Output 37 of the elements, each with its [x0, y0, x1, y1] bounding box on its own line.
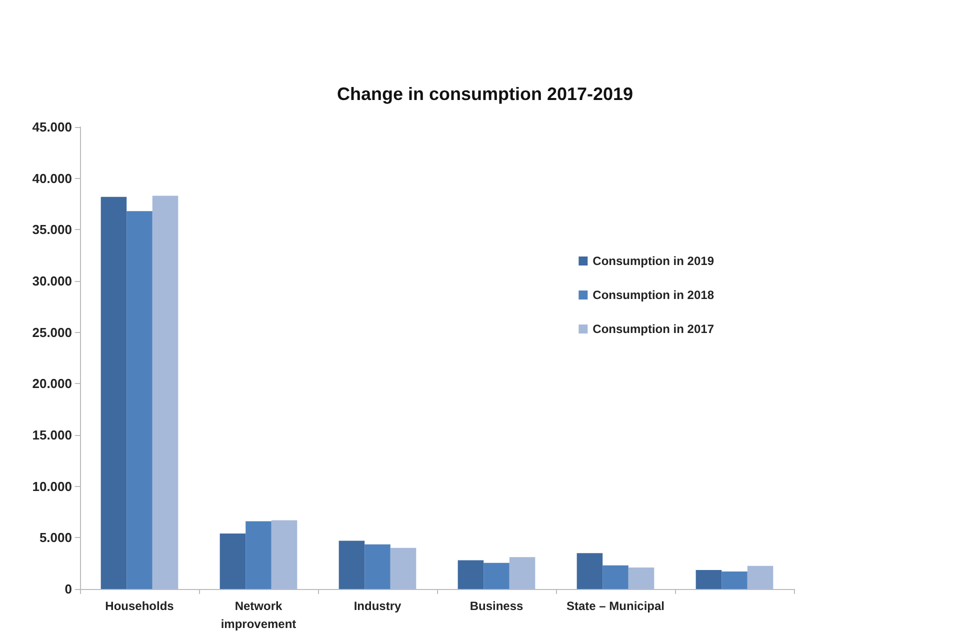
x-tick-label: Business [470, 599, 524, 613]
bar [152, 196, 178, 589]
x-tick-label: Industry [354, 599, 402, 613]
y-tick-label: 25.000 [32, 324, 72, 340]
bar [364, 544, 390, 589]
y-tick-label: 10.000 [32, 478, 72, 494]
y-tick-label: 35.000 [32, 222, 72, 238]
legend-label: Consumption in 2017 [592, 322, 714, 336]
legend-label: Consumption in 2018 [592, 288, 714, 302]
y-tick-label: 20.000 [32, 376, 72, 392]
bar [628, 567, 654, 589]
bar [390, 548, 416, 589]
x-tick-label: State – Municipal [566, 599, 665, 613]
x-tick-label: Households [105, 599, 174, 613]
chart-title: Change in consumption 2017-2019 [336, 84, 634, 104]
bar [220, 534, 246, 589]
y-tick-label: 15.000 [32, 428, 72, 442]
bar [246, 521, 272, 589]
x-tick-label: Network improvement [220, 599, 296, 631]
bar [338, 540, 365, 589]
legend-label: Consumption in 2019 [592, 254, 714, 268]
bar [722, 572, 748, 589]
bar [458, 560, 484, 589]
bar [126, 211, 152, 589]
bar [484, 562, 510, 589]
y-tick-label: 40.000 [32, 170, 72, 186]
bar [602, 565, 628, 589]
bar [576, 553, 603, 589]
y-tick-label: 30.000 [32, 274, 72, 288]
y-tick-label: 45.000 [32, 120, 72, 134]
bar [100, 196, 127, 589]
bar [696, 570, 722, 589]
y-tick-label: 5.000 [39, 530, 72, 546]
bar [747, 566, 774, 589]
y-tick-label: 0 [64, 582, 72, 596]
bar [271, 520, 298, 589]
bar [509, 557, 536, 589]
